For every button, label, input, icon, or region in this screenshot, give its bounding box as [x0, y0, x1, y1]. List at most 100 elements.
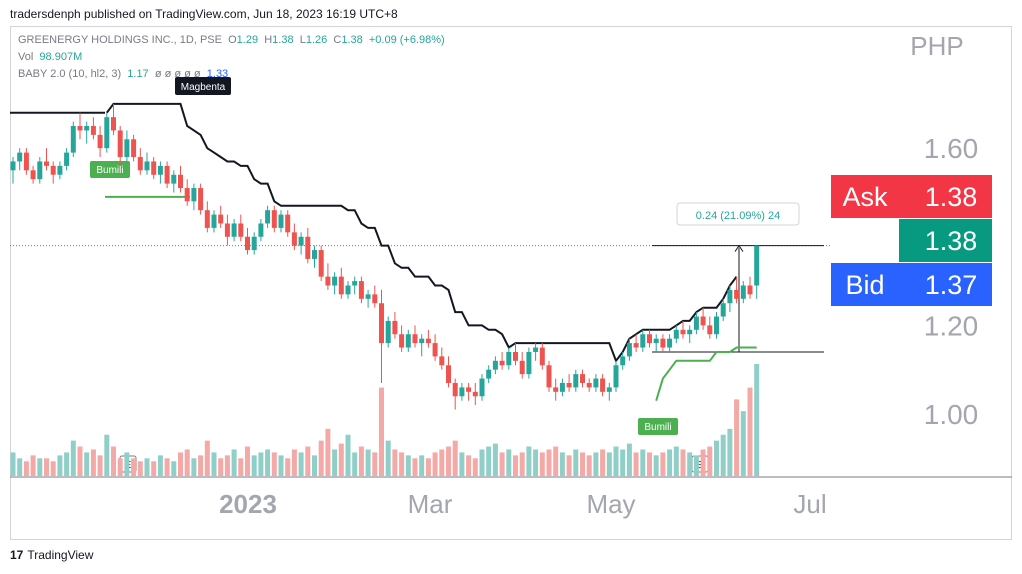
volume-bar	[218, 458, 224, 476]
volume-bar	[131, 458, 137, 476]
candle-body	[97, 134, 103, 149]
volume-bar	[318, 440, 324, 476]
symbol-name: GREENERGY HOLDINGS INC., 1D, PSE	[18, 34, 222, 46]
volume-bar	[593, 452, 599, 476]
footer: 17 TradingView	[10, 548, 93, 562]
indicator-legend: BABY 2.0 (10, hl2, 3) 1.17 ø ø ø ø ø 1.3…	[18, 68, 228, 80]
volume-bar	[740, 411, 746, 476]
volume-bar	[573, 449, 579, 476]
volume-bar	[392, 449, 398, 476]
ask-price: 1.38	[925, 182, 978, 212]
x-tick-label: May	[586, 489, 635, 519]
candle-body	[419, 338, 425, 344]
volume-bar	[312, 455, 317, 476]
candle-body	[70, 126, 76, 153]
volume-bar	[111, 446, 116, 476]
last-price-box	[899, 219, 992, 262]
volume-bar	[144, 458, 150, 476]
volume-bar	[459, 452, 465, 476]
candle-body	[660, 338, 666, 348]
high-value: 1.38	[272, 34, 294, 46]
open-value: 1.29	[236, 34, 259, 46]
candle-body	[50, 165, 56, 175]
candle-body	[452, 382, 458, 397]
volume-value: 98.907M	[39, 51, 83, 63]
volume-bars	[10, 364, 760, 476]
bid-label: Bid	[845, 270, 884, 300]
change-value: +0.09 (+6.98%)	[368, 34, 445, 46]
volume-bar	[486, 446, 492, 476]
volume-bar	[667, 449, 673, 476]
candle-body	[265, 210, 271, 224]
ask-label: Ask	[842, 182, 888, 212]
volume-bar	[586, 455, 592, 476]
volume-bar	[606, 452, 612, 476]
candle-body	[492, 360, 498, 370]
volume-bar	[707, 446, 713, 476]
candle-body	[325, 276, 331, 286]
low-value: 1.26	[305, 34, 328, 46]
currency-label: PHP	[910, 31, 963, 61]
candle-body	[600, 378, 606, 392]
candle-body	[740, 285, 746, 299]
candle-body	[245, 236, 250, 251]
ask-price-box	[899, 175, 992, 218]
candle-body	[44, 161, 49, 166]
volume-bar	[171, 461, 177, 476]
volume-bar	[10, 452, 16, 476]
volume-bar	[345, 434, 351, 476]
candle-body	[526, 351, 532, 375]
volume-bar	[117, 458, 123, 476]
volume-bar	[693, 455, 699, 476]
candle-body	[57, 165, 63, 175]
candle-body	[124, 139, 130, 158]
candle-body	[184, 188, 190, 202]
y-tick-label: 1.60	[924, 133, 979, 164]
candle-body	[693, 316, 699, 330]
buy-signal-label-1: Bumili	[96, 165, 123, 176]
volume-bar	[17, 458, 23, 476]
candle-body	[747, 285, 753, 295]
volume-bar	[452, 440, 458, 476]
volume-bar	[620, 449, 626, 476]
volume-bar	[198, 455, 204, 476]
indicator-name: BABY 2.0 (10, hl2, 3)	[18, 68, 122, 80]
volume-bar	[37, 458, 43, 476]
candle-body	[466, 387, 472, 392]
candle-body	[720, 303, 726, 317]
candle-body	[278, 214, 284, 228]
volume-bar	[640, 449, 646, 476]
candle-body	[754, 245, 760, 286]
candle-body	[513, 351, 518, 361]
volume-bar	[673, 446, 679, 476]
bid-label-box	[831, 263, 899, 306]
bid-price-box	[899, 263, 992, 306]
candle-body	[298, 236, 304, 246]
candle-body	[593, 378, 599, 388]
candle-body	[405, 334, 411, 348]
candle-body	[198, 188, 204, 211]
volume-bar	[265, 449, 271, 476]
volume-bar	[50, 461, 56, 476]
candle-body	[606, 387, 612, 392]
measure-label: 0.24 (21.09%) 24	[696, 210, 780, 222]
candle-body	[191, 188, 197, 202]
volume-bar	[332, 449, 338, 476]
volume-bar	[479, 449, 485, 476]
volume-bar	[30, 455, 36, 476]
volume-bar	[178, 452, 183, 476]
buy-signal-label-2: Bumili	[644, 422, 671, 433]
candle-body	[30, 170, 36, 180]
volume-bar	[251, 455, 257, 476]
candle-body	[77, 126, 83, 131]
volume-bar	[77, 446, 83, 476]
publish-info: tradersdenph published on TradingView.co…	[10, 7, 398, 21]
volume-bar	[499, 452, 505, 476]
volume-bar	[687, 452, 693, 476]
candle-body	[157, 165, 163, 175]
volume-bar	[70, 440, 76, 476]
candle-body	[258, 223, 264, 237]
candle-body	[111, 117, 116, 131]
volume-bar	[727, 428, 733, 476]
